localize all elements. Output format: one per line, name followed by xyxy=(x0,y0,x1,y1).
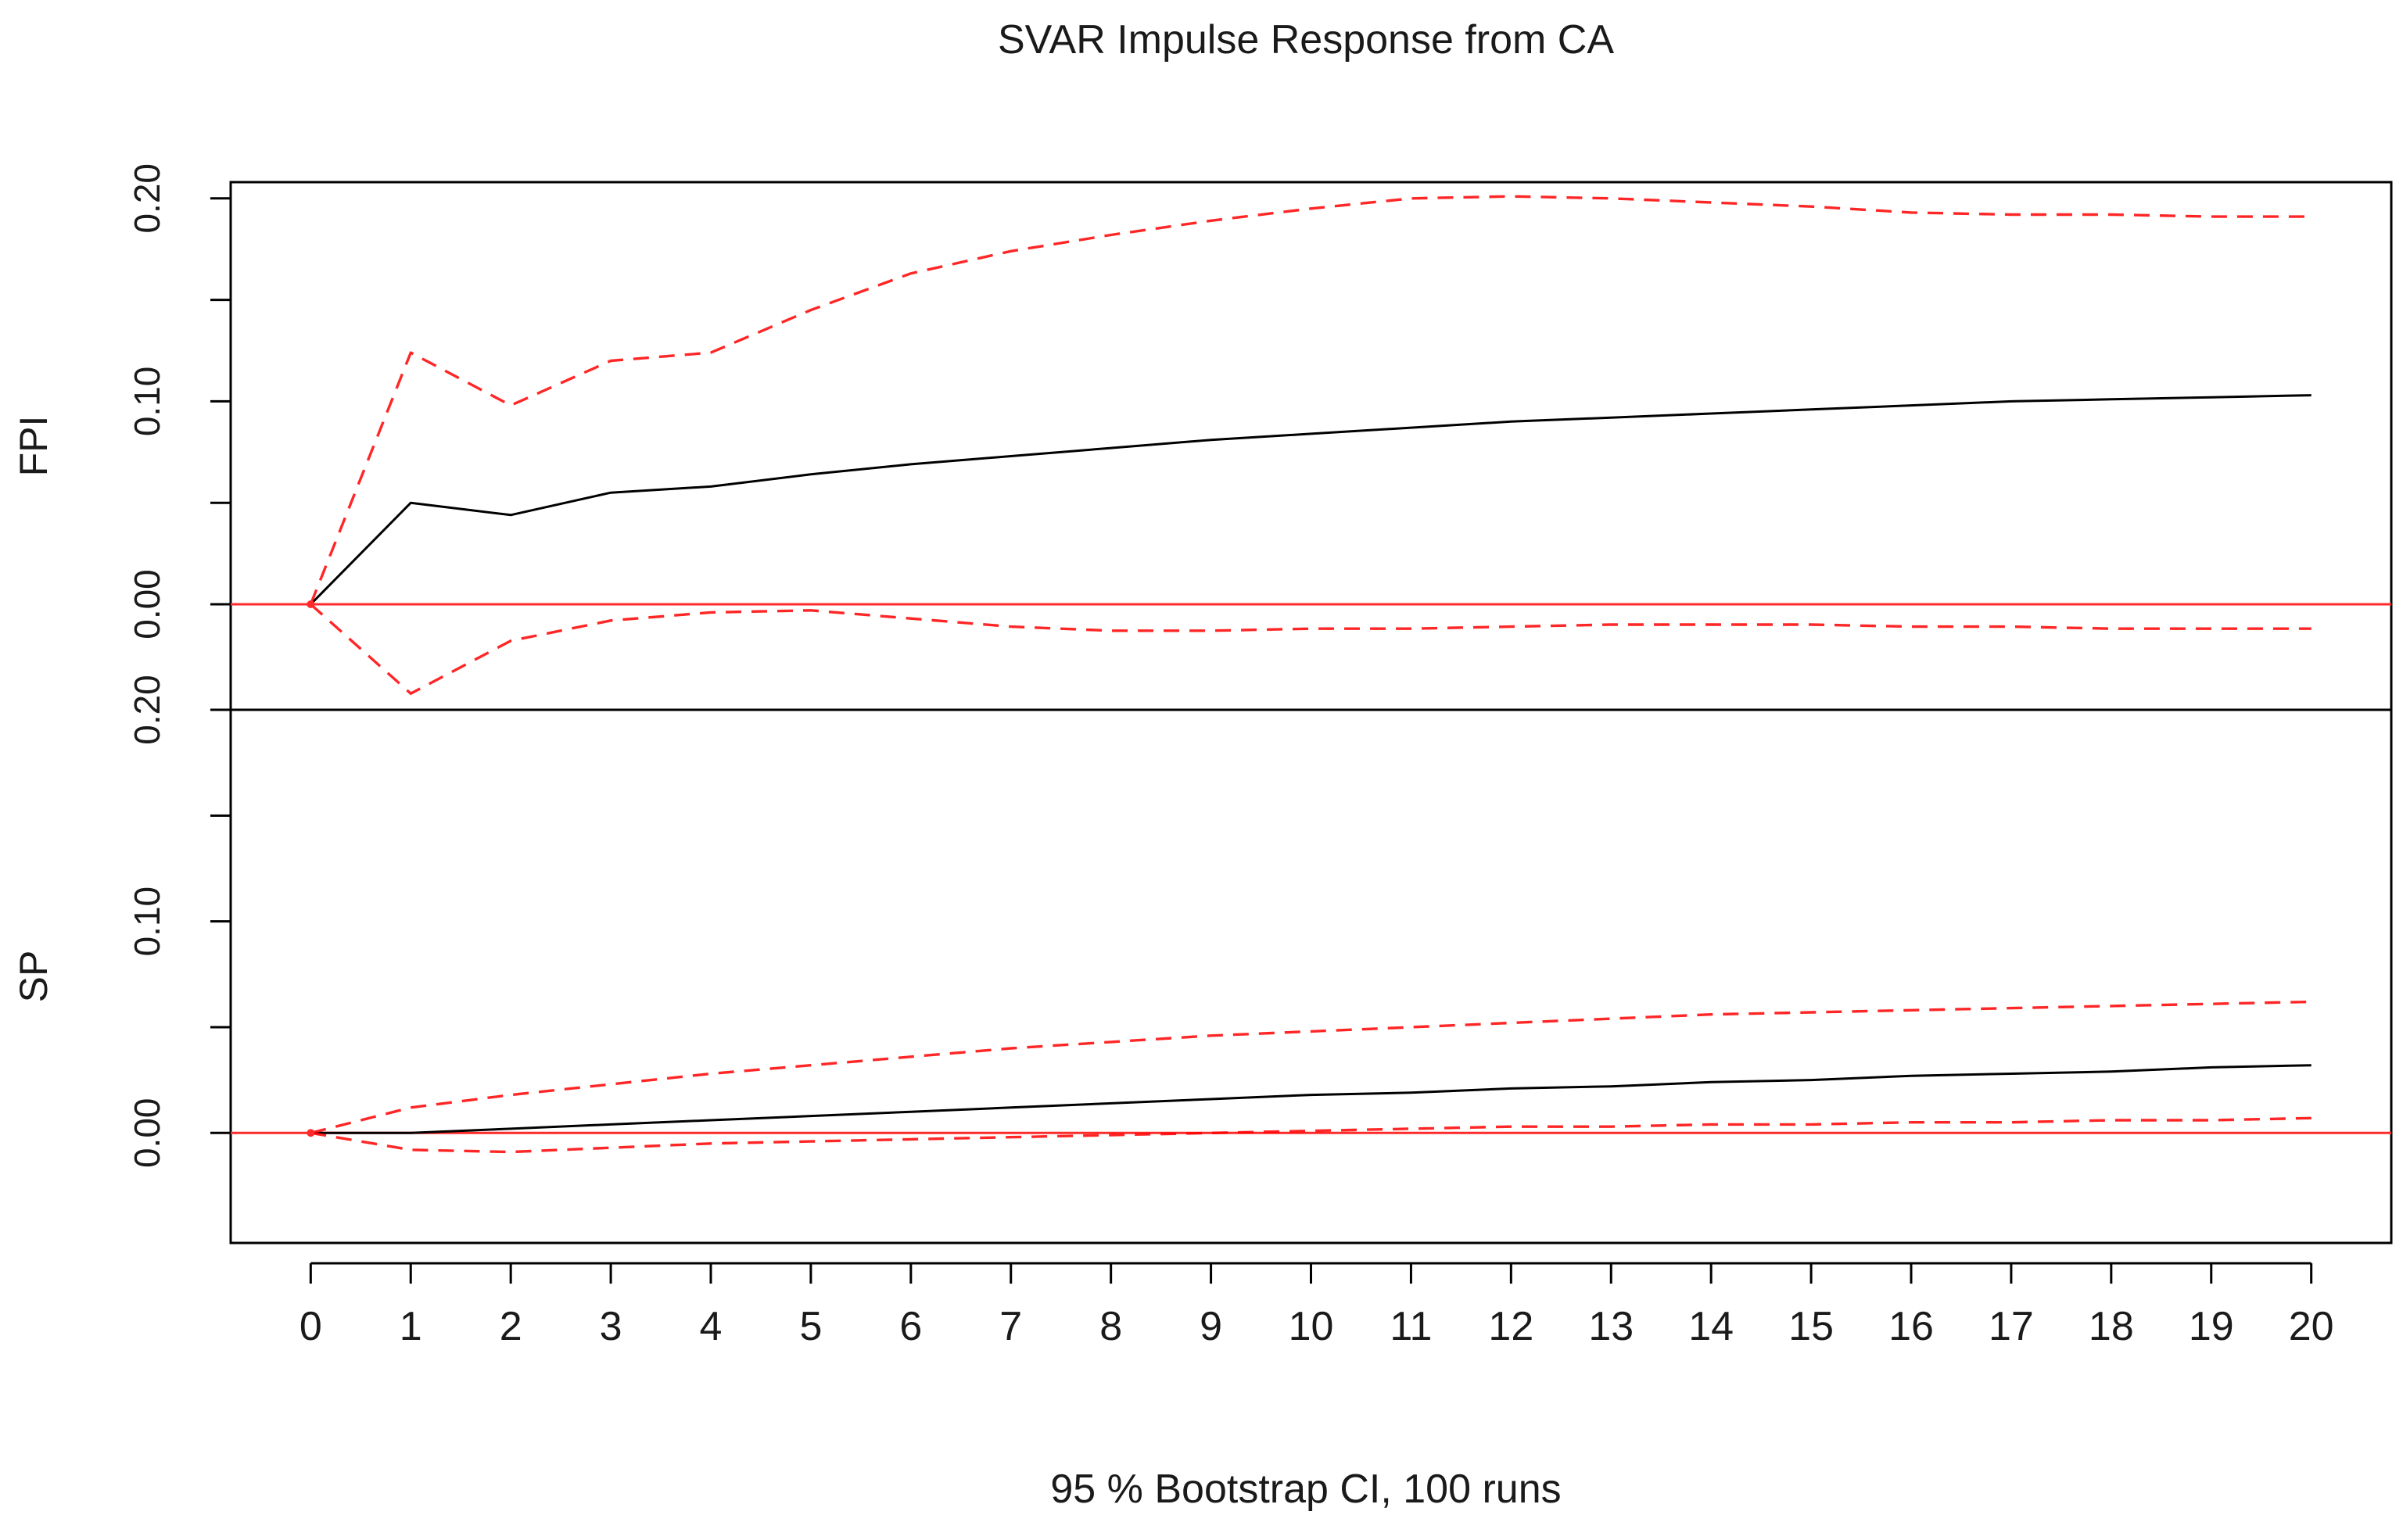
series-line-response xyxy=(310,1064,2312,1134)
series-line-upper-ci xyxy=(309,195,2312,605)
x-tick-label: 2 xyxy=(500,1304,522,1349)
panel-y-label: SP xyxy=(12,951,56,1003)
panel-sp: 0.00 0.10 0.20 SP xyxy=(12,675,2393,1245)
x-tick-label: 1 xyxy=(400,1304,422,1349)
x-tick-label: 18 xyxy=(2089,1304,2134,1349)
x-tick-label: 8 xyxy=(1099,1304,1122,1349)
panel-y-label: FPI xyxy=(12,416,56,477)
x-tick-label: 4 xyxy=(700,1304,723,1349)
x-tick-label: 5 xyxy=(799,1304,822,1349)
panels-layer: 0.00 0.10 0.20 FPI 0.00 0.10 0.20 SP xyxy=(12,163,2393,1245)
x-tick-label: 16 xyxy=(1888,1304,1934,1349)
x-tick-label: 3 xyxy=(600,1304,622,1349)
panel-frame xyxy=(229,708,2393,1245)
origin-point xyxy=(307,600,315,608)
x-tick-label: 9 xyxy=(1200,1304,1222,1349)
y-tick-label: 0.00 xyxy=(127,1098,167,1169)
origin-point xyxy=(307,1129,315,1137)
x-tick-label: 0 xyxy=(299,1304,322,1349)
series-line-lower-ci xyxy=(310,603,2312,695)
series-line-response xyxy=(310,394,2312,606)
y-tick-label: 0.10 xyxy=(127,367,167,437)
chart-title: SVAR Impulse Response from CA xyxy=(998,17,1614,63)
series-line-lower-ci xyxy=(310,1116,2312,1154)
x-tick-label: 7 xyxy=(999,1304,1022,1349)
y-tick-label: 0.20 xyxy=(127,163,167,234)
x-tick-label: 14 xyxy=(1688,1304,1734,1349)
x-tick-label: 6 xyxy=(899,1304,922,1349)
x-tick-label: 13 xyxy=(1588,1304,1634,1349)
panel-fpi: 0.00 0.10 0.20 FPI xyxy=(12,163,2393,711)
y-tick-label: 0.20 xyxy=(127,675,167,745)
x-tick-label: 12 xyxy=(1488,1304,1533,1349)
x-axis: 0 1 2 3 4 5 6 7 8 9 10 11 12 13 14 15 16 17 18 19 20 xyxy=(299,1262,2334,1349)
x-axis-label: 95 % Bootstrap CI, 100 runs xyxy=(1050,1467,1561,1512)
x-tick-label: 10 xyxy=(1289,1304,1334,1349)
x-tick-label: 17 xyxy=(1989,1304,2034,1349)
x-tick-label: 11 xyxy=(1390,1304,1432,1349)
y-tick-label: 0.00 xyxy=(127,569,167,639)
x-tick-label: 19 xyxy=(2189,1304,2234,1349)
x-tick-label: 20 xyxy=(2289,1304,2334,1349)
series-line-upper-ci xyxy=(310,1000,2312,1134)
y-tick-label: 0.10 xyxy=(127,886,167,957)
x-tick-label: 15 xyxy=(1788,1304,1834,1349)
